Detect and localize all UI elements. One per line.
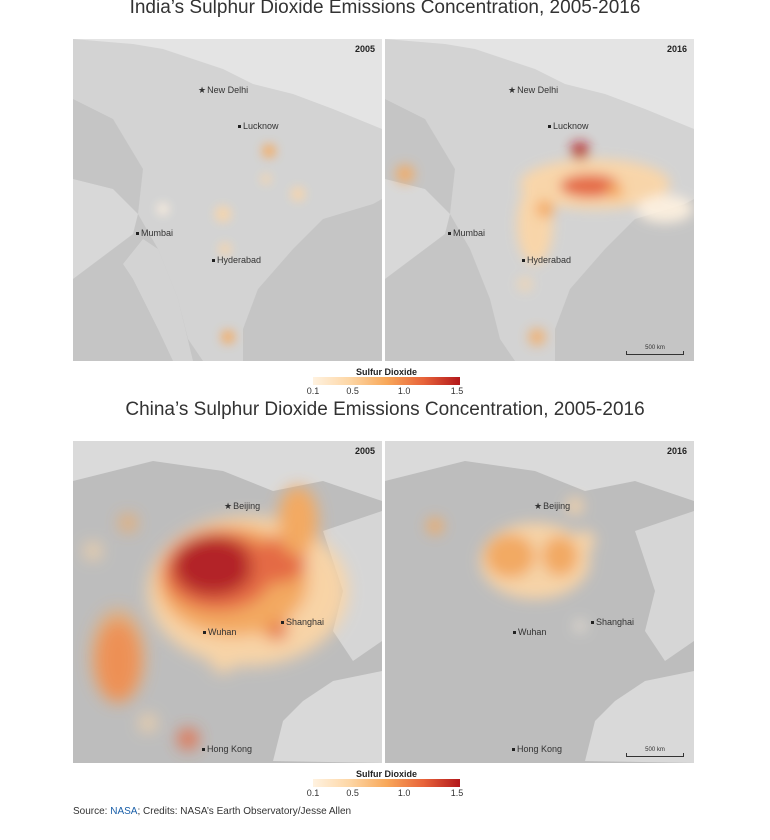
legend-title: Sulfur Dioxide <box>355 367 417 377</box>
source-credit: Source: NASA; Credits: NASA’s Earth Obse… <box>73 806 352 817</box>
china-legend: Sulfur Dioxide 0.1 0.5 1.0 1.5 <box>307 769 464 799</box>
square-icon <box>238 125 241 129</box>
star-icon: ★ <box>224 501 233 511</box>
year-label: 2016 <box>666 446 687 456</box>
square-icon <box>513 631 516 635</box>
china-title: China’s Sulphur Dioxide Emissions Concen… <box>125 399 645 420</box>
square-icon <box>136 232 139 236</box>
square-icon <box>448 232 451 236</box>
scale-bar: 500 km <box>626 345 684 355</box>
city-wuhan: Wuhan <box>203 627 236 637</box>
city-lucknow: Lucknow <box>238 121 279 131</box>
china-map-2016: 2016 ★Beijing Wuhan Shanghai Hong Kong 5… <box>385 441 694 763</box>
square-icon <box>212 259 215 263</box>
legend-tick: 0.1 <box>306 788 320 798</box>
square-icon <box>548 125 551 129</box>
city-new-delhi: ★New Delhi <box>198 85 249 95</box>
square-icon <box>512 748 515 752</box>
square-icon <box>591 621 594 625</box>
year-label: 2005 <box>354 44 375 54</box>
india-map-2005: 2005 ★New Delhi Lucknow Mumbai Hyderabad <box>73 39 382 361</box>
india-title: India’s Sulphur Dioxide Emissions Concen… <box>129 0 641 18</box>
legend-tick: 0.5 <box>346 386 359 396</box>
scale-bar: 500 km <box>626 747 684 757</box>
city-beijing: ★Beijing <box>224 501 261 511</box>
nasa-link[interactable]: NASA <box>110 806 138 817</box>
city-wuhan: Wuhan <box>513 627 546 637</box>
city-lucknow: Lucknow <box>548 121 589 131</box>
city-hyderabad: Hyderabad <box>212 255 261 265</box>
legend-tick: 1.0 <box>397 386 411 396</box>
square-icon <box>522 259 525 263</box>
city-hong-kong: Hong Kong <box>202 744 252 754</box>
legend-tick: 1.5 <box>450 386 464 396</box>
legend-tick: 0.5 <box>346 788 359 798</box>
year-label: 2005 <box>354 446 375 456</box>
star-icon: ★ <box>198 85 207 95</box>
india-map-2016: 2016 ★New Delhi Lucknow Mumbai Hyderabad… <box>385 39 694 361</box>
city-hyderabad: Hyderabad <box>522 255 571 265</box>
china-map-2016-graphic <box>385 441 694 763</box>
china-map-2005: 2005 ★Beijing Wuhan Shanghai Hong Kong <box>73 441 382 763</box>
city-mumbai: Mumbai <box>448 228 485 238</box>
legend-gradient <box>313 779 460 787</box>
legend-tick: 1.5 <box>450 788 464 798</box>
star-icon: ★ <box>508 85 517 95</box>
year-label: 2016 <box>666 44 687 54</box>
square-icon <box>281 621 284 625</box>
china-map-2005-graphic <box>73 441 382 763</box>
legend-title: Sulfur Dioxide <box>355 769 417 779</box>
city-new-delhi: ★New Delhi <box>508 85 559 95</box>
square-icon <box>202 748 205 752</box>
city-shanghai: Shanghai <box>281 617 324 627</box>
city-shanghai: Shanghai <box>591 617 634 627</box>
square-icon <box>203 631 206 635</box>
city-mumbai: Mumbai <box>136 228 173 238</box>
city-beijing: ★Beijing <box>534 501 571 511</box>
india-map-2005-graphic <box>73 39 382 361</box>
india-map-2016-graphic <box>385 39 694 361</box>
india-legend: Sulfur Dioxide 0.1 0.5 1.0 1.5 <box>307 367 464 397</box>
city-hong-kong: Hong Kong <box>512 744 562 754</box>
legend-gradient <box>313 377 460 385</box>
legend-tick: 1.0 <box>397 788 411 798</box>
legend-tick: 0.1 <box>306 386 320 396</box>
star-icon: ★ <box>534 501 543 511</box>
